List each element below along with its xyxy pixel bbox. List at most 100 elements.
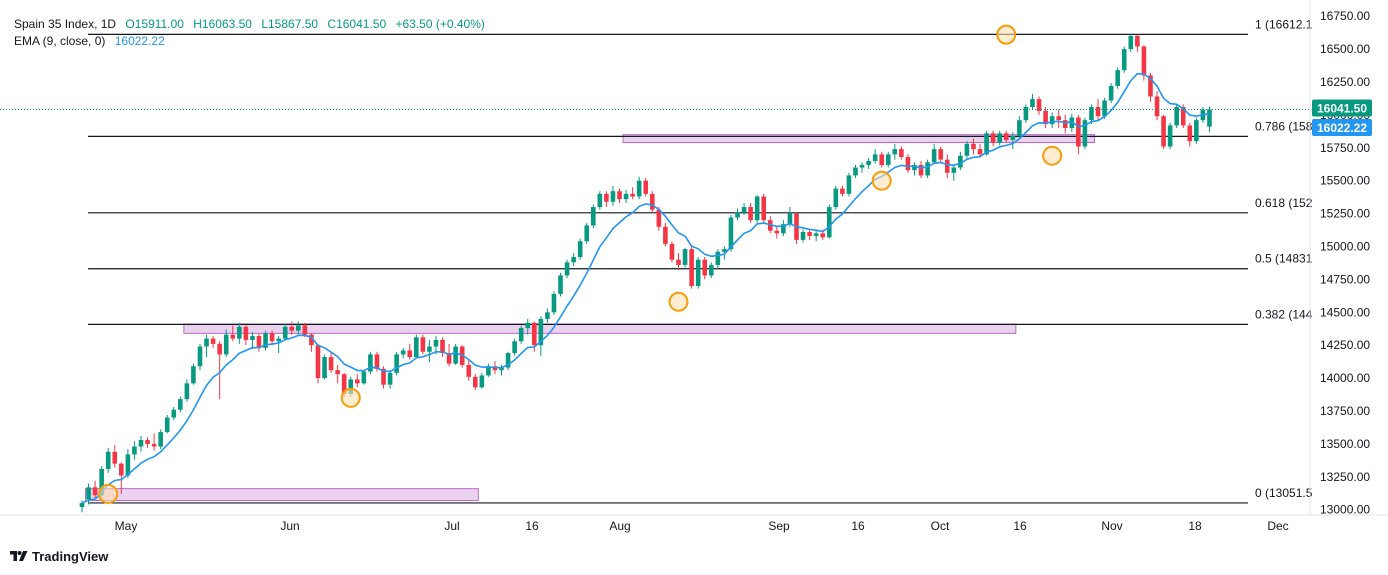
- candle-body[interactable]: [630, 193, 635, 197]
- candle-body[interactable]: [479, 375, 485, 388]
- candle-body[interactable]: [1115, 70, 1120, 86]
- candle-body[interactable]: [859, 164, 865, 168]
- candle-body[interactable]: [905, 157, 911, 171]
- candle-body[interactable]: [1102, 100, 1107, 117]
- candle-body[interactable]: [302, 325, 308, 335]
- candle-body[interactable]: [250, 335, 255, 340]
- candle-body[interactable]: [1043, 110, 1048, 125]
- candle-body[interactable]: [230, 334, 236, 339]
- candle-body[interactable]: [151, 443, 157, 447]
- candle-body[interactable]: [1010, 135, 1016, 140]
- candle-body[interactable]: [722, 249, 727, 252]
- candle-body[interactable]: [1194, 120, 1199, 142]
- candle-body[interactable]: [872, 154, 878, 161]
- candle-body[interactable]: [256, 335, 262, 348]
- candle-body[interactable]: [1076, 117, 1081, 147]
- candle-body[interactable]: [866, 160, 871, 165]
- support-resistance-zone[interactable]: [183, 323, 1017, 334]
- candle-body[interactable]: [853, 167, 858, 176]
- candle-body[interactable]: [912, 164, 917, 171]
- candle-body[interactable]: [322, 357, 327, 379]
- candle-body[interactable]: [473, 376, 478, 388]
- candle-body[interactable]: [531, 322, 537, 346]
- candle-body[interactable]: [99, 468, 104, 496]
- candle-body[interactable]: [1128, 35, 1134, 50]
- candle-body[interactable]: [191, 366, 196, 384]
- candle-body[interactable]: [158, 432, 163, 447]
- candle-body[interactable]: [820, 233, 826, 238]
- candle-body[interactable]: [1095, 107, 1101, 117]
- candle-body[interactable]: [1049, 116, 1055, 125]
- candle-body[interactable]: [440, 339, 445, 354]
- candle-body[interactable]: [525, 322, 531, 329]
- candle-body[interactable]: [643, 180, 649, 194]
- candle-body[interactable]: [879, 154, 885, 165]
- candle-body[interactable]: [538, 318, 544, 346]
- candle-body[interactable]: [781, 224, 786, 234]
- pivot-marker[interactable]: [668, 291, 689, 312]
- candle-body[interactable]: [1062, 120, 1068, 129]
- candle-body[interactable]: [1121, 49, 1127, 71]
- candle-body[interactable]: [466, 364, 472, 377]
- candle-body[interactable]: [276, 338, 281, 342]
- candle-body[interactable]: [695, 259, 701, 286]
- candle-body[interactable]: [361, 371, 367, 384]
- candle-body[interactable]: [486, 366, 491, 376]
- pivot-marker[interactable]: [996, 24, 1017, 45]
- candle-body[interactable]: [79, 503, 85, 508]
- candle-body[interactable]: [1161, 116, 1166, 147]
- candle-body[interactable]: [682, 249, 688, 265]
- candle-body[interactable]: [1030, 99, 1035, 108]
- candle-body[interactable]: [184, 383, 190, 400]
- candle-body[interactable]: [846, 175, 852, 194]
- candle-body[interactable]: [243, 326, 249, 340]
- candle-body[interactable]: [505, 353, 511, 368]
- candle-body[interactable]: [394, 354, 399, 373]
- candle-body[interactable]: [1174, 107, 1179, 126]
- candle-body[interactable]: [315, 345, 321, 379]
- candle-body[interactable]: [1069, 117, 1075, 129]
- pivot-marker[interactable]: [340, 387, 361, 408]
- candle-body[interactable]: [748, 207, 753, 221]
- candle-body[interactable]: [649, 193, 655, 210]
- candle-body[interactable]: [676, 259, 681, 265]
- tradingview-brand[interactable]: TradingView: [10, 549, 108, 564]
- candle-body[interactable]: [958, 155, 963, 168]
- candle-body[interactable]: [826, 207, 832, 238]
- candle-body[interactable]: [499, 367, 504, 371]
- candle-body[interactable]: [341, 374, 347, 394]
- candle-body[interactable]: [407, 350, 413, 358]
- candle-body[interactable]: [263, 333, 268, 348]
- candle-body[interactable]: [813, 233, 819, 236]
- candle-body[interactable]: [197, 346, 203, 367]
- candle-body[interactable]: [925, 162, 930, 176]
- candle-body[interactable]: [400, 350, 406, 355]
- candle-body[interactable]: [178, 399, 183, 410]
- candle-body[interactable]: [892, 149, 898, 155]
- candle-body[interactable]: [918, 164, 924, 176]
- candle-body[interactable]: [623, 193, 629, 200]
- candle-body[interactable]: [708, 264, 714, 276]
- candle-body[interactable]: [1089, 107, 1094, 121]
- candle-body[interactable]: [833, 188, 839, 208]
- candle-body[interactable]: [636, 180, 642, 197]
- candle-body[interactable]: [420, 337, 426, 352]
- candle-body[interactable]: [787, 213, 793, 225]
- candle-body[interactable]: [938, 149, 944, 160]
- candle-body[interactable]: [1017, 120, 1022, 136]
- candle-body[interactable]: [774, 230, 780, 234]
- candle-body[interactable]: [92, 487, 98, 496]
- candle-body[interactable]: [164, 417, 170, 433]
- candle-body[interactable]: [1056, 116, 1061, 121]
- candle-body[interactable]: [597, 193, 603, 208]
- support-resistance-zone[interactable]: [85, 488, 479, 501]
- candle-body[interactable]: [335, 370, 340, 375]
- candle-body[interactable]: [171, 409, 177, 418]
- candle-body[interactable]: [951, 167, 957, 173]
- candle-body[interactable]: [328, 357, 334, 371]
- candle-body[interactable]: [125, 454, 131, 476]
- candle-body[interactable]: [551, 293, 557, 313]
- candle-body[interactable]: [944, 159, 950, 173]
- candle-body[interactable]: [663, 226, 668, 244]
